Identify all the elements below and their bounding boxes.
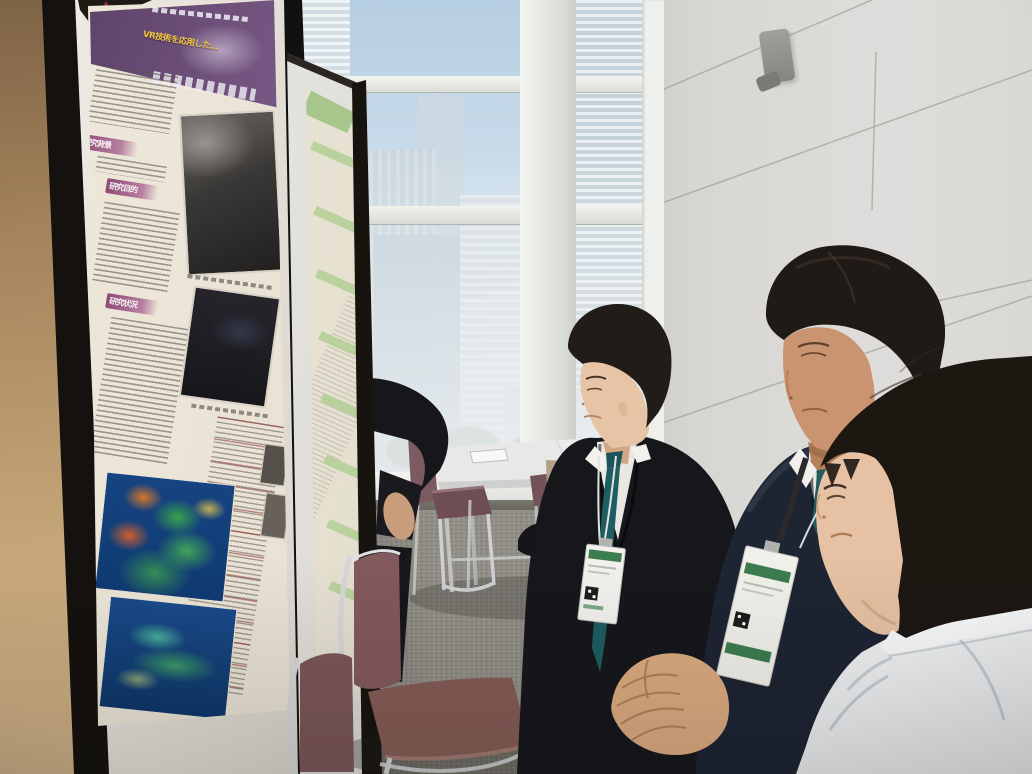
suit-highlight [745, 446, 817, 514]
badge-green-band [743, 562, 792, 584]
eyebrow [823, 483, 847, 491]
mouth [583, 415, 602, 419]
badge-card [577, 543, 626, 625]
hair-part [827, 251, 856, 304]
hair [765, 245, 946, 418]
badge-text-line [741, 587, 774, 598]
badge-green-band [588, 549, 623, 563]
hair [568, 303, 672, 428]
badge-qr-dot [592, 595, 596, 599]
chair-seat-edge [384, 743, 529, 761]
eyebrow [585, 375, 607, 380]
hair-fringe [824, 463, 841, 487]
nose-line [816, 493, 822, 520]
chair-backrest-upper [354, 552, 401, 689]
hands-clasped [611, 653, 730, 755]
name-badge [716, 539, 799, 687]
nostril [581, 402, 585, 406]
chair-chrome-top [351, 549, 401, 562]
eye [586, 387, 603, 391]
tie-knot [606, 451, 623, 468]
eyebrow [797, 342, 830, 348]
badge-qr-dot [742, 621, 746, 626]
badge-qr-dot [737, 614, 742, 619]
window-column [520, 0, 576, 478]
collar-left [585, 446, 609, 473]
eye [826, 494, 846, 500]
mouth [801, 407, 828, 413]
badge-green-band-lower [724, 641, 772, 663]
badge-text-line [588, 564, 617, 570]
eye [800, 352, 827, 357]
hair-strand [899, 347, 941, 373]
nostril [822, 515, 826, 519]
face [816, 452, 908, 635]
chairs-foreground [287, 549, 565, 774]
badge-text-line [743, 581, 783, 593]
lanyard-strap [777, 457, 809, 541]
ear [618, 401, 628, 417]
mouth [830, 532, 853, 538]
collar-right [631, 444, 651, 463]
neck-shadow [860, 599, 897, 626]
badge-text-line [587, 570, 610, 575]
face [580, 361, 649, 448]
badge-qr-dot [587, 589, 592, 593]
nostril [789, 396, 793, 400]
finger-lines [616, 659, 687, 741]
poster-paper-left: VR技術を応用した… 研究背景 研究目的 研究状況 [88, 0, 290, 726]
white-shirt [796, 612, 1032, 774]
badge-qr-code [584, 586, 599, 601]
badge-qr-code [732, 611, 751, 630]
shirt-collar [880, 608, 1032, 654]
chair-backrest-lower [300, 653, 354, 772]
papers-on-table [469, 448, 509, 464]
hand-front [383, 492, 415, 540]
name-badge [577, 537, 626, 625]
chair-mid-seat [431, 485, 496, 592]
lanyard-cords [597, 455, 617, 545]
chair-chrome-frame-2 [287, 657, 301, 774]
hair-strand [869, 373, 923, 399]
suit-arm [358, 377, 449, 492]
hair-fringe [843, 459, 860, 480]
attendee-3 [796, 347, 1032, 774]
shirt-folds [828, 638, 1006, 731]
badge-footer-band [583, 604, 604, 611]
hair-sheen [795, 256, 891, 270]
chair-seat [368, 677, 530, 760]
collar-shadow [887, 629, 1032, 657]
